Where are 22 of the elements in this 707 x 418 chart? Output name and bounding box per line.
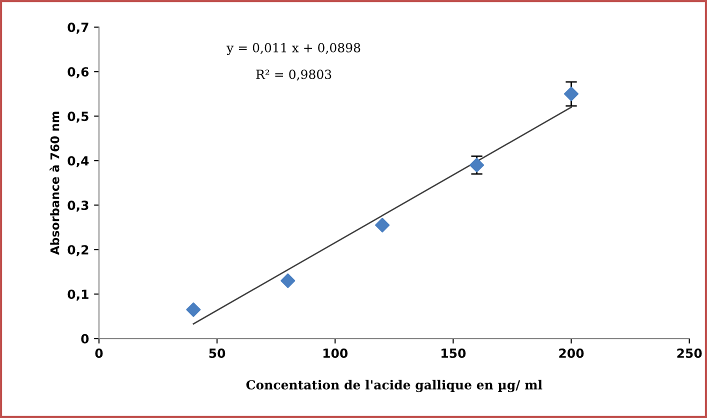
point: [280, 273, 296, 288]
y-axis-title: Absorbance à 760 nm: [50, 112, 60, 255]
y-tick-label: 0,3: [68, 200, 88, 212]
x-axis-title: Concentation de l'acide gallique en µg/ ml: [246, 380, 542, 392]
y-tick-label: 0,2: [68, 245, 88, 256]
x-tick-label: 50: [209, 348, 226, 358]
x-tick-label: 150: [442, 348, 466, 358]
y-tick-label: 0,7: [68, 22, 88, 34]
x-tick-label: 200: [559, 348, 584, 358]
x-tick-label: 250: [677, 348, 702, 358]
y-tick-label: 0,5: [68, 112, 88, 123]
x-tick-label: 0: [95, 348, 103, 358]
point: [564, 86, 579, 102]
x-tick-label: 100: [323, 348, 348, 358]
y-tick-label: 0,6: [68, 67, 89, 78]
y-tick-label: 0,1: [68, 290, 88, 301]
point: [186, 302, 201, 317]
y-tick-label: 0,4: [68, 156, 89, 168]
point: [375, 218, 390, 232]
y-tick-label: 0: [81, 334, 89, 344]
annotation: R² = 0,9803: [256, 70, 332, 81]
annotation: y = 0,011 x + 0,0898: [226, 42, 360, 56]
